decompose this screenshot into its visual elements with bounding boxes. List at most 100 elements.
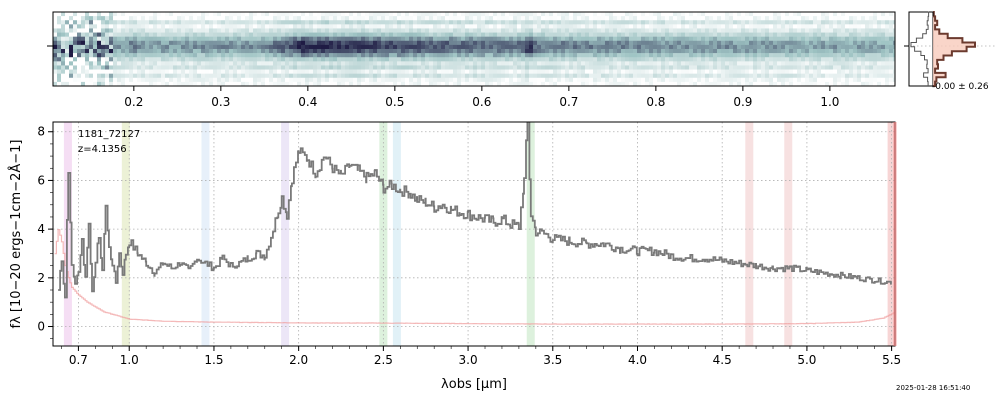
heatmap-cell: [773, 65, 777, 70]
heatmap-cell: [481, 49, 485, 54]
heatmap-cell: [85, 73, 89, 79]
heatmap-cell: [657, 65, 661, 70]
heatmap-cell: [505, 61, 509, 66]
heatmap-cell: [569, 69, 573, 74]
heatmap-cell: [805, 65, 809, 70]
heatmap-cell: [105, 73, 109, 79]
heatmap-cell: [249, 44, 253, 50]
heatmap-cell: [381, 69, 385, 74]
heatmap-cell: [681, 65, 685, 70]
heatmap-cell: [133, 69, 137, 74]
heatmap-cell: [545, 44, 549, 50]
heatmap-cell: [893, 69, 895, 74]
heatmap-cell: [193, 81, 197, 86]
heatmap-cell: [449, 44, 453, 50]
heatmap-cell: [209, 32, 213, 37]
heatmap-cell: [209, 16, 213, 21]
heatmap-cell: [629, 32, 633, 37]
heatmap-cell: [869, 57, 873, 62]
heatmap-cell: [453, 49, 457, 54]
heatmap-cell: [809, 53, 813, 58]
heatmap-cell: [865, 28, 869, 33]
heatmap-cell: [785, 24, 789, 29]
heatmap-cell: [385, 57, 389, 62]
heatmap-cell: [445, 32, 449, 37]
heatmap-cell: [253, 57, 257, 62]
heatmap-cell: [173, 16, 177, 21]
heatmap-cell: [53, 16, 57, 21]
heatmap-cell: [461, 12, 465, 17]
heatmap-cell: [353, 69, 357, 74]
heatmap-cell: [849, 53, 853, 58]
histogram-frame: [908, 11, 934, 87]
heatmap-cell: [61, 69, 65, 74]
heatmap-cell: [837, 53, 841, 58]
heatmap-cell: [837, 57, 841, 62]
heatmap-cell: [201, 65, 205, 70]
heatmap-cell: [165, 40, 169, 46]
heatmap-cell: [657, 24, 661, 29]
heatmap-cell: [229, 81, 233, 86]
heatmap-cell: [329, 20, 333, 25]
heatmap-cell: [89, 69, 93, 74]
heatmap-cell: [681, 77, 685, 83]
heatmap-cell: [445, 53, 449, 58]
heatmap-cell: [145, 24, 149, 29]
heatmap-cell: [529, 28, 533, 33]
heatmap-cell: [345, 49, 349, 54]
heatmap-cell: [581, 44, 585, 50]
heatmap-cell: [217, 73, 221, 79]
heatmap-cell: [701, 49, 705, 54]
heatmap-cell: [129, 77, 133, 83]
heatmap-cell: [557, 69, 561, 74]
heatmap-cell: [865, 20, 869, 25]
heatmap-cell: [257, 12, 261, 17]
heatmap-cell: [613, 24, 617, 29]
heatmap-cell: [565, 77, 569, 83]
heatmap-cell: [793, 57, 797, 62]
heatmap-cell: [709, 32, 713, 37]
heatmap-cell: [365, 53, 369, 58]
heatmap-cell: [249, 77, 253, 83]
heatmap-cell: [197, 69, 201, 74]
heatmap-cell: [545, 28, 549, 33]
heatmap-cell: [185, 57, 189, 62]
heatmap-cell: [273, 36, 277, 42]
heatmap-cell: [149, 49, 153, 54]
heatmap-cell: [341, 12, 345, 17]
heatmap-cell: [337, 53, 341, 58]
heatmap-cell: [837, 61, 841, 66]
heatmap-cell: [829, 53, 833, 58]
heatmap-cell: [169, 57, 173, 62]
heatmap-cell: [785, 20, 789, 25]
heatmap-cell: [833, 65, 837, 70]
heatmap-cell: [749, 69, 753, 74]
heatmap-cell: [225, 57, 229, 62]
heatmap-cell: [121, 36, 125, 42]
heatmap-cell: [485, 16, 489, 21]
top-tick-label: 0.7: [559, 95, 578, 109]
heatmap-cell: [177, 36, 181, 42]
heatmap-cell: [233, 53, 237, 58]
heatmap-cell: [133, 32, 137, 37]
heatmap-cell: [113, 53, 117, 58]
heatmap-cell: [701, 40, 705, 46]
heatmap-cell: [309, 32, 313, 37]
heatmap-cell: [445, 69, 449, 74]
heatmap-cell: [797, 28, 801, 33]
heatmap-cell: [349, 16, 353, 21]
heatmap-cell: [397, 49, 401, 54]
heatmap-cell: [689, 24, 693, 29]
heatmap-cell: [261, 44, 265, 50]
heatmap-cell: [117, 77, 121, 83]
heatmap-cell: [57, 65, 61, 70]
heatmap-cell: [593, 73, 597, 79]
heatmap-cell: [57, 36, 61, 42]
heatmap-cell: [69, 28, 73, 33]
heatmap-cell: [373, 12, 377, 17]
heatmap-cell: [893, 24, 895, 29]
heatmap-cell: [321, 57, 325, 62]
heatmap-cell: [345, 36, 349, 42]
heatmap-cell: [381, 20, 385, 25]
heatmap-cell: [773, 73, 777, 79]
